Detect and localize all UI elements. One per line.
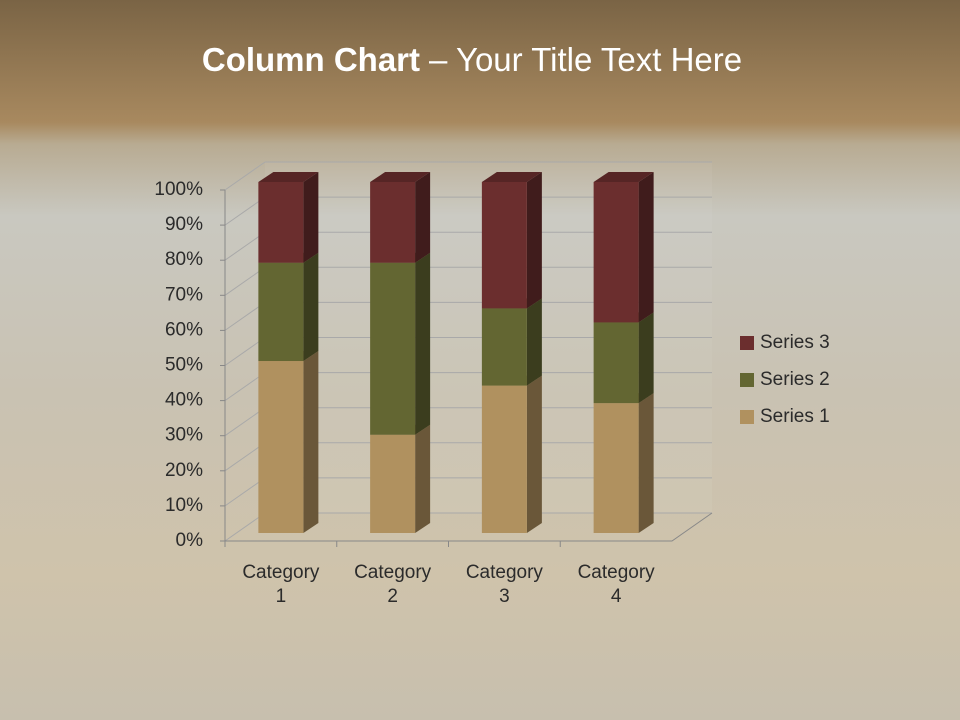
x-tick-label-line: 4 bbox=[611, 586, 622, 607]
side-grid-line bbox=[224, 196, 266, 226]
bar-side bbox=[415, 172, 431, 263]
bar-front bbox=[593, 182, 639, 323]
legend-swatch bbox=[740, 373, 754, 387]
legend-label: Series 3 bbox=[760, 332, 830, 353]
y-tick-label: 80% bbox=[165, 249, 203, 270]
bar-top bbox=[258, 172, 319, 182]
bar-front bbox=[370, 182, 416, 263]
side-grid-line bbox=[224, 301, 266, 331]
bar-front bbox=[593, 403, 639, 533]
y-tick-label: 10% bbox=[165, 495, 203, 516]
bar-front bbox=[258, 361, 304, 533]
side-grid-line bbox=[224, 161, 266, 191]
x-tick-label-line: 1 bbox=[276, 586, 287, 607]
x-tick-label-line: Category bbox=[242, 562, 320, 583]
bar-top bbox=[593, 172, 654, 182]
bar-segment bbox=[258, 351, 319, 533]
bar-side bbox=[415, 424, 431, 533]
bar-top bbox=[481, 172, 542, 182]
bar-side bbox=[526, 375, 542, 533]
x-tick-label: Category 2 bbox=[354, 562, 432, 607]
legend-swatch bbox=[740, 410, 754, 424]
bar-segment bbox=[370, 252, 431, 435]
bar-side bbox=[526, 172, 542, 309]
legend-label: Series 2 bbox=[760, 369, 830, 390]
title-bold: Column Chart bbox=[202, 41, 420, 78]
side-grid-line bbox=[224, 337, 266, 366]
side-grid-line bbox=[224, 407, 266, 437]
bar-segment bbox=[258, 252, 319, 362]
bar-segment bbox=[481, 172, 542, 309]
bar-segment bbox=[593, 393, 654, 533]
y-tick-label: 100% bbox=[154, 179, 203, 200]
bar-side bbox=[303, 172, 319, 263]
title-rest: – Your Title Text Here bbox=[429, 41, 742, 78]
bar-segment bbox=[593, 312, 654, 404]
bar-segment bbox=[593, 172, 654, 323]
side-grid-line bbox=[224, 231, 266, 261]
bar-front bbox=[370, 262, 416, 435]
bar-segment bbox=[258, 172, 319, 263]
x-tick-label-line: 3 bbox=[499, 586, 510, 607]
bar-side bbox=[303, 252, 319, 362]
side-grid-line bbox=[224, 266, 266, 296]
legend-swatch bbox=[740, 336, 754, 350]
bar-side bbox=[638, 172, 654, 323]
y-tick-label: 30% bbox=[165, 425, 203, 446]
bar-front bbox=[258, 182, 304, 263]
bar-side bbox=[415, 252, 431, 435]
x-tick-label-line: Category bbox=[578, 562, 656, 583]
x-tick-label-line: Category bbox=[354, 562, 432, 583]
bar-segment bbox=[481, 375, 542, 533]
x-tick-label: Category 1 bbox=[242, 562, 320, 607]
bar-segment bbox=[370, 424, 431, 533]
x-tick-label: Category 4 bbox=[578, 562, 656, 607]
x-tick-label-line: 2 bbox=[387, 586, 398, 607]
bar-side bbox=[638, 312, 654, 404]
bar-top bbox=[370, 172, 431, 182]
x-tick-label: Category 3 bbox=[466, 562, 544, 607]
bar-side bbox=[638, 393, 654, 533]
bar-segment bbox=[481, 298, 542, 386]
side-grid-line bbox=[224, 477, 266, 507]
bar-front bbox=[481, 182, 527, 309]
bar-segment bbox=[370, 172, 431, 263]
y-tick-label: 0% bbox=[176, 530, 204, 551]
bar-front bbox=[481, 308, 527, 386]
y-tick-label: 20% bbox=[165, 460, 203, 481]
y-tick-label: 90% bbox=[165, 214, 203, 235]
legend-label: Series 1 bbox=[760, 406, 830, 427]
bar-front bbox=[370, 434, 416, 533]
bar-side bbox=[526, 298, 542, 386]
side-grid-line bbox=[224, 512, 266, 542]
side-grid-line bbox=[224, 372, 266, 402]
side-grid-line bbox=[224, 442, 266, 472]
y-tick-label: 40% bbox=[165, 390, 203, 411]
y-tick-label: 70% bbox=[165, 284, 203, 305]
bar-front bbox=[593, 322, 639, 404]
floor-edge bbox=[225, 512, 713, 542]
bar-front bbox=[481, 385, 527, 533]
x-tick-label-line: Category bbox=[466, 562, 544, 583]
bar-side bbox=[303, 351, 319, 533]
bar-front bbox=[258, 262, 304, 362]
y-tick-label: 60% bbox=[165, 319, 203, 340]
chart-title: Column Chart – Your Title Text Here bbox=[202, 41, 742, 78]
y-tick-label: 50% bbox=[165, 355, 203, 376]
